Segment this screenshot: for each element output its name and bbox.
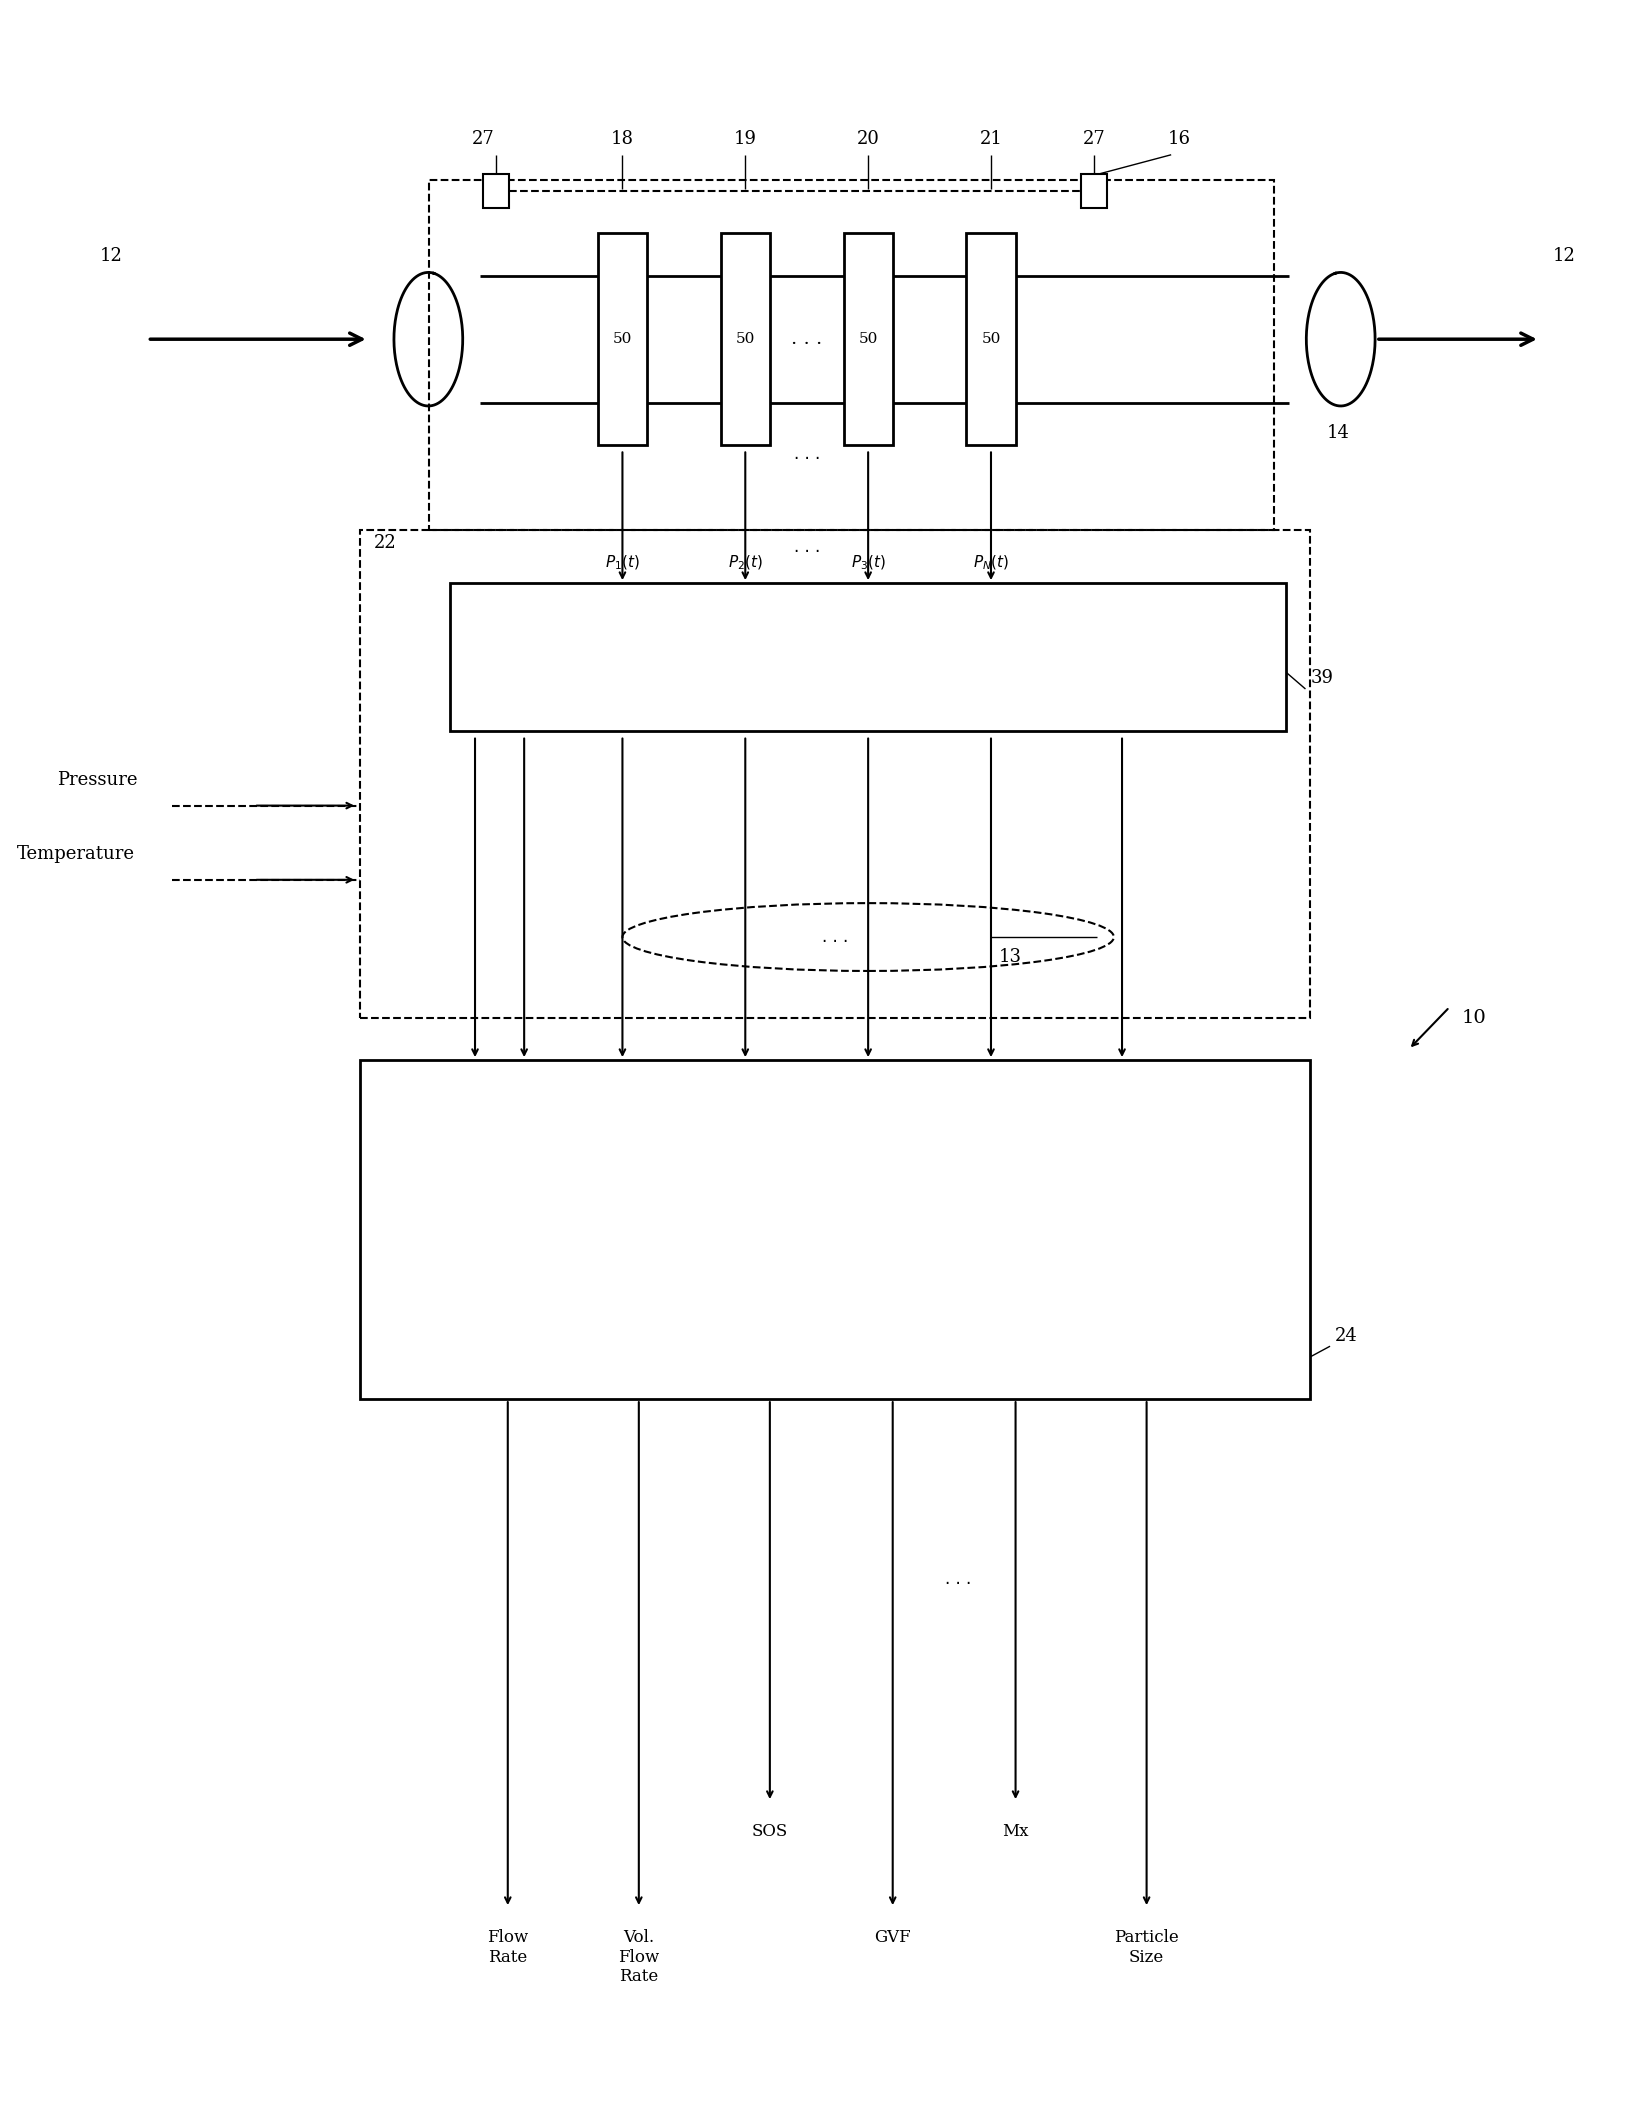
Text: Temperature: Temperature [16,846,134,863]
Bar [429,180,1274,530]
Text: Vol.
Flow
Rate: Vol. Flow Rate [618,1929,660,1986]
Bar [450,583,1286,731]
Text: Pre-Amplifier: Pre-Amplifier [793,647,943,668]
Text: GVF: GVF [875,1929,911,1946]
Text: 50: 50 [858,333,878,346]
Bar [360,1060,1310,1399]
Text: Particle
Size: Particle Size [1114,1929,1179,1965]
Text: 50: 50 [735,333,755,346]
Text: $X_3$: $X_3$ [858,424,878,443]
Text: $P_1(t)$: $P_1(t)$ [604,553,640,572]
Text: 16: 16 [1168,131,1191,148]
Text: 39: 39 [1310,670,1333,687]
Text: 27: 27 [472,131,495,148]
Text: SOS: SOS [752,1823,788,1840]
Text: 20: 20 [857,131,880,148]
Text: $P_N(t)$: $P_N(t)$ [973,553,1009,572]
Text: $X_N$: $X_N$ [980,424,1002,443]
Bar [360,530,1310,1018]
Bar [844,233,893,445]
Text: $X_2$: $X_2$ [735,424,755,443]
Text: Mx: Mx [1002,1823,1029,1840]
Bar [483,174,509,208]
Text: . . .: . . . [793,538,821,555]
Text: Processing  Unit: Processing Unit [742,1219,929,1240]
Text: . . .: . . . [822,929,848,946]
Text: 12: 12 [100,248,123,265]
Text: 50: 50 [613,333,632,346]
Text: 27: 27 [1083,131,1106,148]
Bar [1081,174,1107,208]
Text: . . .: . . . [791,331,822,348]
Text: Pressure: Pressure [57,772,138,789]
Text: 14: 14 [1327,424,1350,441]
Text: 22: 22 [373,534,396,551]
Text: $X_1$: $X_1$ [613,424,632,443]
Text: 21: 21 [980,131,1002,148]
Text: $P_2(t)$: $P_2(t)$ [727,553,763,572]
Text: 19: 19 [734,131,757,148]
Text: Flow
Rate: Flow Rate [486,1929,529,1965]
Bar [721,233,770,445]
Text: 13: 13 [999,948,1022,965]
Text: 12: 12 [1553,248,1576,265]
Bar [966,233,1016,445]
Text: . . .: . . . [793,445,821,462]
Text: . . .: . . . [945,1571,971,1588]
Text: 24: 24 [1335,1327,1358,1344]
Bar [598,233,647,445]
Text: 10: 10 [1461,1009,1487,1026]
Text: 18: 18 [611,131,634,148]
Text: 50: 50 [981,333,1001,346]
Text: $P_3(t)$: $P_3(t)$ [850,553,886,572]
